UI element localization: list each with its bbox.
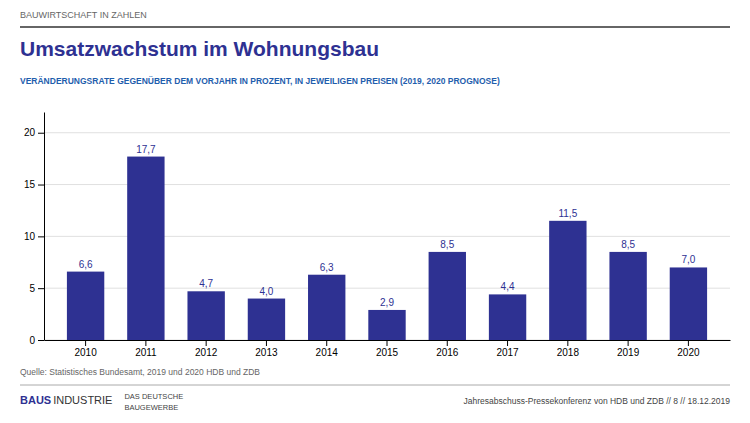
bars [67, 157, 707, 340]
bar [187, 291, 224, 340]
bar [549, 221, 586, 340]
x-tick-mark [628, 340, 629, 346]
bar [429, 252, 466, 340]
supertitle: BAUWIRTSCHAFT IN ZAHLEN [20, 10, 147, 20]
x-tick-mark [567, 340, 568, 346]
x-tick: 2013 [255, 340, 278, 358]
y-tick-mark [38, 185, 44, 186]
x-tick: 2011 [135, 340, 157, 358]
y-tick-label: 0 [29, 335, 35, 346]
data-label: 8,5 [621, 239, 635, 250]
y-tick-label: 10 [24, 231, 36, 242]
y-tick-label: 20 [24, 127, 36, 138]
bar [248, 299, 285, 340]
footer-org: BAUGEWERBE [124, 403, 178, 412]
x-tick-label: 2019 [617, 347, 640, 358]
y-tick-label: 15 [24, 179, 36, 190]
x-tick: 2016 [436, 340, 459, 358]
x-tick-mark [387, 340, 388, 346]
data-label: 7,0 [681, 254, 695, 265]
y-tick-mark [38, 340, 44, 341]
x-tick-mark [507, 340, 508, 346]
x-tick: 2020 [677, 340, 700, 358]
y-tick-mark [38, 133, 44, 134]
footer-brand: INDUSTRIE [53, 394, 112, 406]
x-tick: 2019 [617, 340, 640, 358]
bar [368, 310, 405, 340]
footer-rule [20, 385, 730, 386]
x-tick: 2014 [316, 340, 339, 358]
x-tick-label: 2012 [195, 347, 218, 358]
data-label: 11,5 [558, 208, 577, 219]
x-tick-mark [447, 340, 448, 346]
y-tick-mark [38, 288, 44, 289]
y-tick-label: 5 [29, 283, 35, 294]
data-label: 17,7 [136, 144, 156, 155]
x-tick-mark [145, 340, 146, 346]
x-tick-label: 2016 [436, 347, 459, 358]
data-label: 2,9 [380, 297, 394, 308]
x-tick-label: 2013 [255, 347, 278, 358]
x-tick-mark [266, 340, 267, 346]
data-labels: 6,6 17,7 4,7 4,0 6,3 2,9 8,5 4,4 11,5 8,5 7,0 [79, 144, 696, 308]
bar [308, 275, 345, 340]
x-tick: 2017 [496, 340, 519, 358]
y-tick: 10 [24, 231, 44, 242]
data-label: 6,3 [320, 262, 334, 273]
data-label: 4,0 [259, 286, 273, 297]
x-tick-label: 2018 [557, 347, 580, 358]
x-tick-label: 2014 [316, 347, 339, 358]
x-tick-label: 2010 [74, 347, 97, 358]
x-tick: 2010 [74, 340, 97, 358]
title: Umsatzwachstum im Wohnungsbau [20, 37, 379, 60]
data-label: 8,5 [440, 239, 454, 250]
grid-line [44, 132, 730, 133]
data-label: 4,7 [199, 278, 213, 289]
data-label: 6,6 [79, 259, 93, 270]
header-rule [20, 26, 730, 28]
y-tick: 15 [24, 179, 44, 190]
bar [670, 267, 707, 340]
y-axis-line [44, 113, 45, 341]
x-tick-mark [206, 340, 207, 346]
bar [489, 294, 526, 340]
x-tick: 2012 [195, 340, 218, 358]
x-tick: 2015 [376, 340, 399, 358]
y-tick: 0 [29, 335, 44, 346]
x-tick: 2018 [557, 340, 580, 358]
footer-brand: BAUS [20, 394, 51, 406]
data-label: 4,4 [501, 281, 515, 292]
grid [44, 133, 730, 340]
bar [127, 157, 164, 340]
x-axis: 2010 2011 2012 2013 2014 2015 2016 2017 2018 2019… [45, 340, 731, 358]
x-tick-label: 2017 [496, 347, 519, 358]
y-tick-mark [38, 236, 44, 237]
x-tick-label: 2011 [135, 347, 157, 358]
x-tick-mark [688, 340, 689, 346]
chart: BAUWIRTSCHAFT IN ZAHLEN Umsatzwachstum im… [0, 0, 750, 423]
source: Quelle: Statistisches Bundesamt, 2019 un… [20, 367, 260, 377]
x-tick-label: 2015 [376, 347, 399, 358]
x-tick-label: 2020 [677, 347, 700, 358]
bar [67, 272, 104, 340]
x-tick-mark [326, 340, 327, 346]
footer-org: DAS DEUTSCHE [124, 392, 183, 401]
y-axis: 0 5 10 15 20 [24, 113, 45, 346]
y-tick: 20 [24, 127, 44, 138]
subtitle: VERÄNDERUNGSRATE GEGENÜBER DEM VORJAHR I… [20, 76, 500, 86]
x-tick-mark [85, 340, 86, 346]
bar [609, 252, 646, 340]
y-tick: 5 [29, 283, 44, 294]
footer-right: Jahresabschuss-Pressekonferenz von HDB u… [464, 396, 731, 406]
